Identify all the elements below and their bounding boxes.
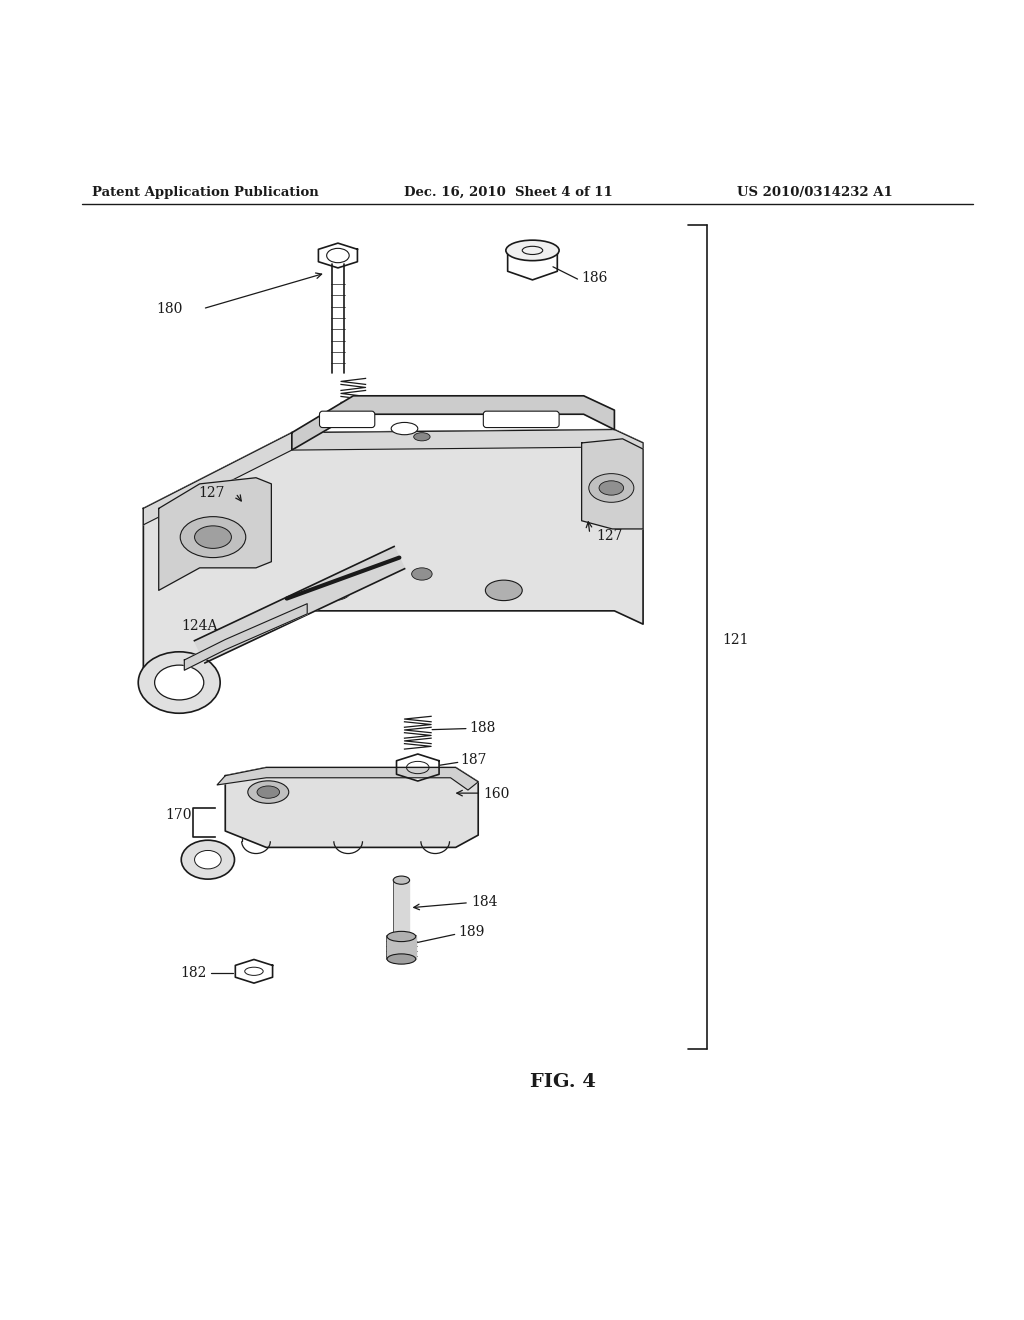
Ellipse shape bbox=[387, 932, 416, 941]
FancyBboxPatch shape bbox=[483, 411, 559, 428]
Text: 160: 160 bbox=[483, 787, 510, 801]
Ellipse shape bbox=[393, 876, 410, 884]
Text: 188: 188 bbox=[469, 721, 496, 735]
Ellipse shape bbox=[485, 579, 522, 601]
Polygon shape bbox=[225, 767, 478, 847]
Ellipse shape bbox=[599, 480, 624, 495]
Ellipse shape bbox=[248, 781, 289, 804]
Text: US 2010/0314232 A1: US 2010/0314232 A1 bbox=[737, 186, 893, 198]
Ellipse shape bbox=[180, 516, 246, 557]
Ellipse shape bbox=[155, 665, 204, 700]
Ellipse shape bbox=[138, 652, 220, 713]
Text: 189: 189 bbox=[459, 925, 485, 940]
Ellipse shape bbox=[589, 474, 634, 503]
Ellipse shape bbox=[257, 785, 280, 799]
Text: 127: 127 bbox=[199, 486, 225, 500]
Text: 170: 170 bbox=[165, 808, 191, 821]
Text: 186: 186 bbox=[582, 271, 608, 285]
Polygon shape bbox=[394, 880, 409, 939]
Text: 121: 121 bbox=[722, 632, 749, 647]
Polygon shape bbox=[184, 603, 307, 671]
Text: 184: 184 bbox=[471, 895, 498, 908]
Text: 127: 127 bbox=[596, 529, 623, 543]
Text: Patent Application Publication: Patent Application Publication bbox=[92, 186, 318, 198]
Polygon shape bbox=[236, 960, 272, 983]
Polygon shape bbox=[387, 936, 416, 960]
Text: Dec. 16, 2010  Sheet 4 of 11: Dec. 16, 2010 Sheet 4 of 11 bbox=[404, 186, 613, 198]
Polygon shape bbox=[143, 429, 643, 685]
Polygon shape bbox=[396, 754, 439, 781]
Polygon shape bbox=[318, 243, 357, 268]
Ellipse shape bbox=[387, 954, 416, 964]
Ellipse shape bbox=[412, 568, 432, 579]
Polygon shape bbox=[217, 767, 478, 791]
Ellipse shape bbox=[391, 422, 418, 434]
Ellipse shape bbox=[195, 850, 221, 869]
Text: FIG. 4: FIG. 4 bbox=[530, 1073, 596, 1090]
Polygon shape bbox=[292, 396, 614, 450]
Ellipse shape bbox=[195, 525, 231, 548]
Text: 180: 180 bbox=[156, 302, 182, 315]
FancyBboxPatch shape bbox=[319, 411, 375, 428]
Polygon shape bbox=[508, 246, 557, 280]
Ellipse shape bbox=[314, 579, 351, 601]
Polygon shape bbox=[195, 546, 404, 663]
Text: 187: 187 bbox=[461, 754, 487, 767]
Polygon shape bbox=[143, 429, 643, 525]
Text: 182: 182 bbox=[180, 966, 207, 981]
Ellipse shape bbox=[181, 841, 234, 879]
Ellipse shape bbox=[414, 433, 430, 441]
Ellipse shape bbox=[506, 240, 559, 260]
Text: 124A: 124A bbox=[181, 619, 218, 634]
Polygon shape bbox=[582, 438, 643, 529]
Polygon shape bbox=[159, 478, 271, 590]
